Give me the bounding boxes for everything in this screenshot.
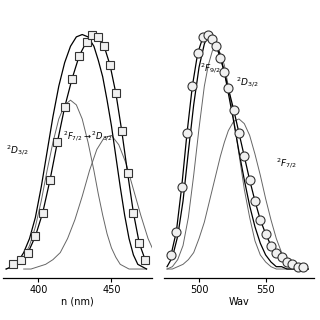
Text: $^2F_{9/2}$: $^2F_{9/2}$	[200, 62, 221, 76]
Text: $^2D_{3/2}$: $^2D_{3/2}$	[236, 76, 259, 90]
Text: $^2F_{7/2}\rightarrow{}^2D_{3/2}$: $^2F_{7/2}\rightarrow{}^2D_{3/2}$	[63, 130, 113, 144]
X-axis label: Wav: Wav	[228, 297, 249, 307]
X-axis label: n (nm): n (nm)	[61, 297, 94, 307]
Text: $^2F_{7/2}$: $^2F_{7/2}$	[276, 157, 297, 171]
Text: $^2D_{3/2}$: $^2D_{3/2}$	[6, 143, 29, 158]
